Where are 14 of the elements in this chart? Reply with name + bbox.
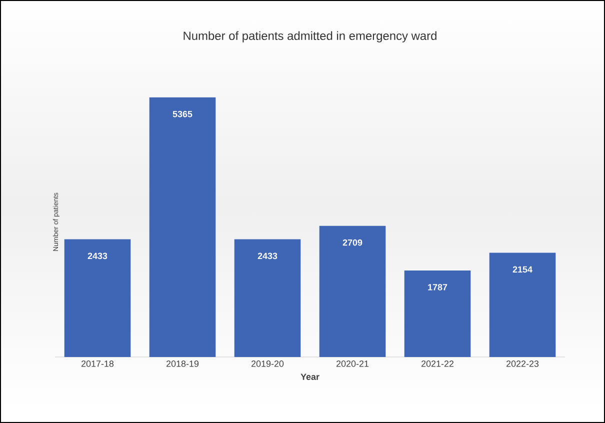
x-tick-label: 2018-19: [166, 360, 199, 367]
data-label: 1787: [428, 284, 448, 290]
data-label: 2433: [258, 252, 278, 260]
x-tick-label: 2021-22: [422, 360, 454, 367]
x-axis-title: Year: [300, 374, 320, 380]
data-label: 5365: [172, 110, 192, 118]
data-label: 2154: [512, 266, 532, 273]
x-tick-label: 2017-18: [82, 360, 114, 367]
x-tick-label: 2019-20: [252, 360, 284, 367]
x-tick-label: 2020-21: [336, 360, 369, 367]
chart-title: Number of patients admitted in emergency ward: [184, 31, 436, 42]
data-label: 2433: [88, 252, 108, 260]
x-tick-label: 2022-23: [506, 360, 539, 367]
data-label: 2709: [342, 239, 362, 246]
